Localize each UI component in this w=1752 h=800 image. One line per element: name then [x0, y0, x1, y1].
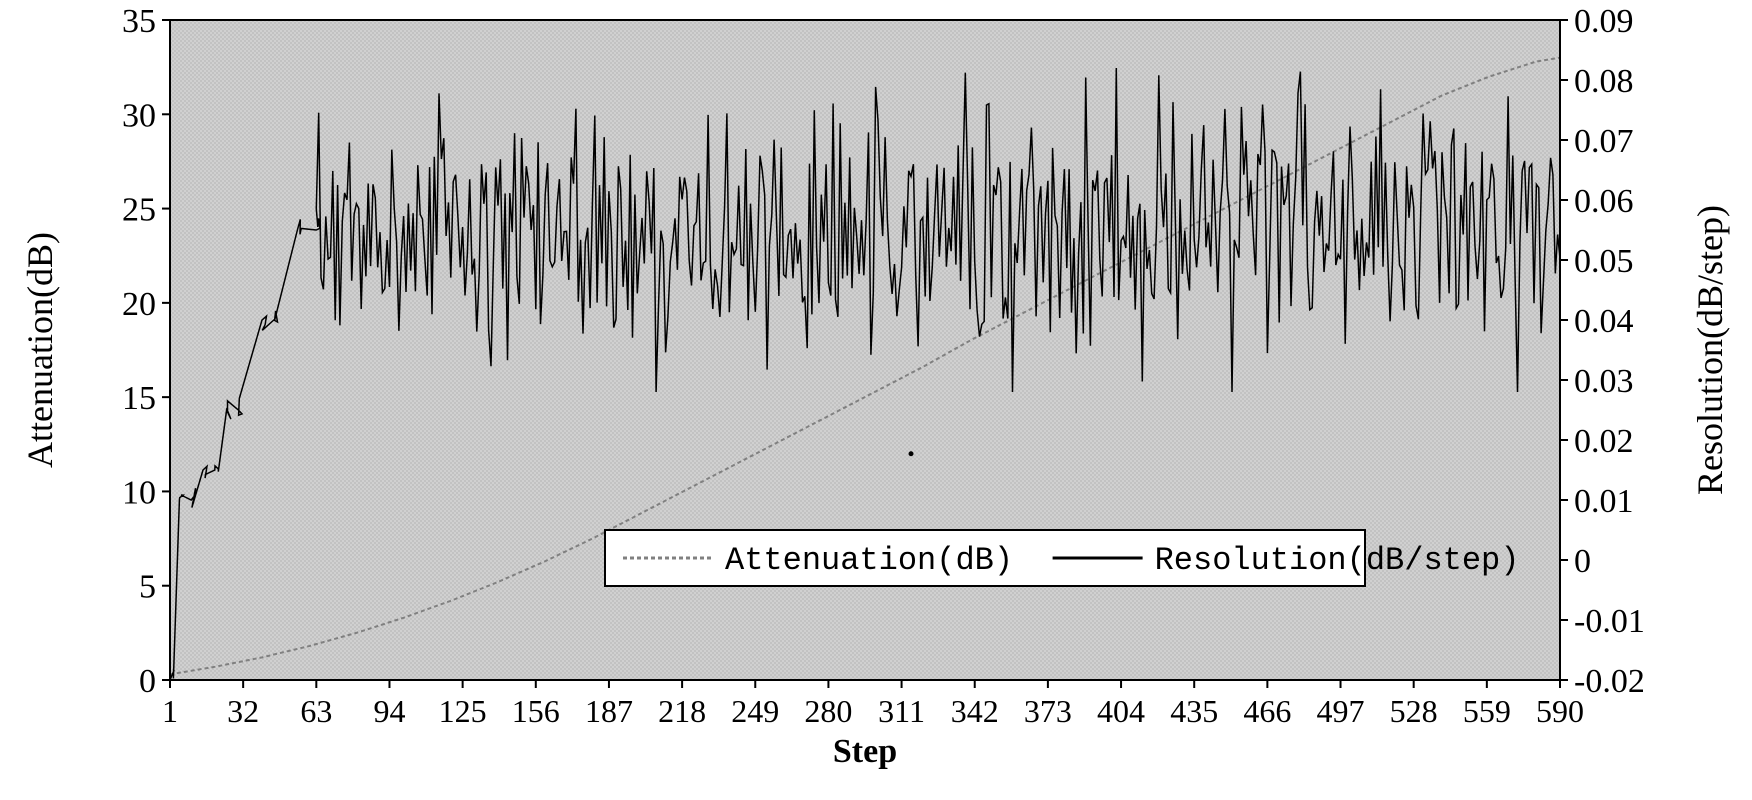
x-tick: 125: [439, 693, 487, 729]
y-left-tick: 35: [122, 3, 156, 40]
x-tick: 187: [585, 693, 633, 729]
y-right-tick: 0.01: [1574, 483, 1634, 520]
y-left-tick: 0: [139, 663, 156, 700]
y-right-tick: 0.08: [1574, 63, 1634, 100]
y-left-axis-label: Attenuation(dB): [20, 232, 60, 468]
y-left-tick: 30: [122, 97, 156, 134]
x-tick: 94: [373, 693, 405, 729]
x-tick: 63: [300, 693, 332, 729]
legend-item-label: Resolution(dB/step): [1155, 542, 1520, 579]
dual-axis-chart: 05101520253035Attenuation(dB)-0.02-0.010…: [0, 0, 1752, 800]
y-left-tick: 20: [122, 286, 156, 323]
y-left-tick: 25: [122, 192, 156, 229]
x-tick: 218: [658, 693, 706, 729]
y-right-tick: -0.01: [1574, 603, 1645, 640]
x-tick: 559: [1463, 693, 1511, 729]
y-right-axis-label: Resolution(dB/step): [1690, 205, 1730, 495]
x-tick: 311: [878, 693, 925, 729]
y-right-tick: 0.09: [1574, 3, 1634, 40]
x-tick: 342: [951, 693, 999, 729]
x-tick: 249: [731, 693, 779, 729]
artifact-dot: [909, 451, 914, 456]
y-right-tick: 0: [1574, 543, 1591, 580]
x-tick: 373: [1024, 693, 1072, 729]
x-axis-label: Step: [833, 733, 897, 770]
y-right-tick: 0.03: [1574, 363, 1634, 400]
y-right-tick: 0.07: [1574, 123, 1634, 160]
x-tick: 528: [1390, 693, 1438, 729]
y-right-tick: 0.02: [1574, 423, 1634, 460]
x-tick: 590: [1536, 693, 1584, 729]
y-left-tick: 10: [122, 474, 156, 511]
y-right-tick: 0.04: [1574, 303, 1634, 340]
x-tick: 32: [227, 693, 259, 729]
x-tick: 466: [1243, 693, 1291, 729]
y-right-tick: 0.05: [1574, 243, 1634, 280]
x-tick: 435: [1170, 693, 1218, 729]
x-tick: 497: [1317, 693, 1365, 729]
x-tick: 280: [804, 693, 852, 729]
y-right-tick: -0.02: [1574, 663, 1645, 700]
x-tick: 404: [1097, 693, 1145, 729]
x-tick: 1: [162, 693, 178, 729]
y-left-tick: 15: [122, 380, 156, 417]
chart-container: 05101520253035Attenuation(dB)-0.02-0.010…: [0, 0, 1752, 800]
y-left-tick: 5: [139, 569, 156, 606]
y-right-tick: 0.06: [1574, 183, 1634, 220]
legend-item-label: Attenuation(dB): [725, 542, 1013, 579]
x-tick: 156: [512, 693, 560, 729]
